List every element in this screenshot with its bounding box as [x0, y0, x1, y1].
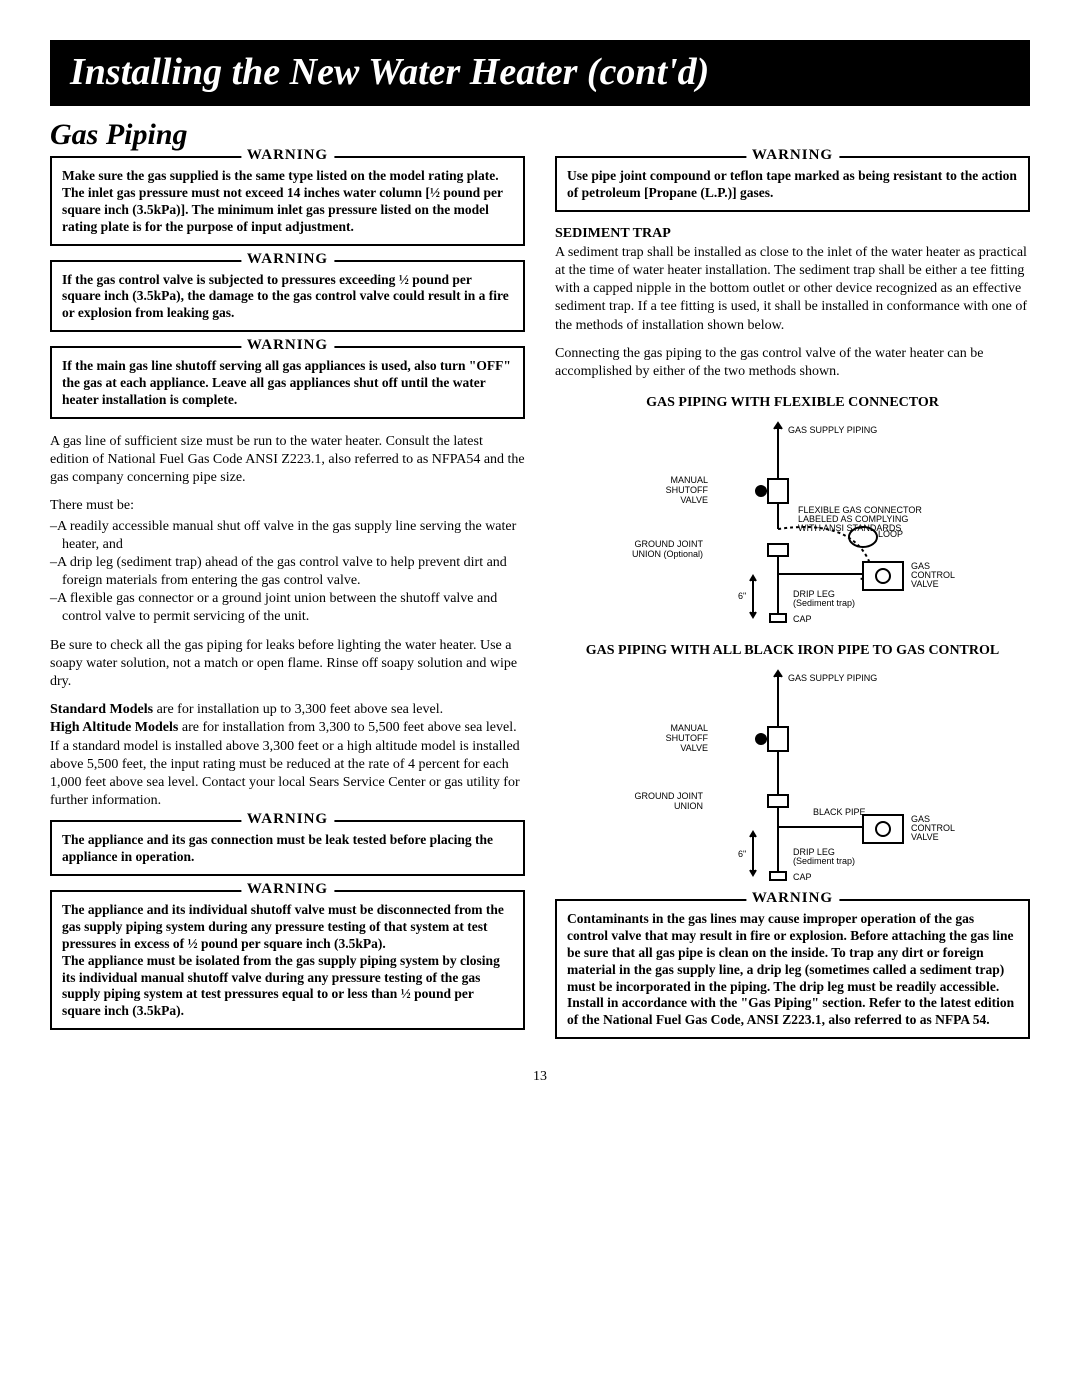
warning-label: WARNING	[241, 811, 334, 828]
left-column: WARNING Make sure the gas supplied is th…	[50, 156, 525, 1053]
label-loop: LOOP	[878, 529, 903, 539]
gas-piping-blackpipe-diagram: GAS SUPPLY PIPING MANUALSHUTOFFVALVE GRO…	[603, 667, 983, 887]
figure-title-1: GAS PIPING WITH FLEXIBLE CONNECTOR	[555, 395, 1030, 411]
two-column-layout: WARNING Make sure the gas supplied is th…	[50, 156, 1030, 1053]
figure-title-2: GAS PIPING WITH ALL BLACK IRON PIPE TO G…	[555, 643, 1030, 659]
paragraph: Connecting the gas piping to the gas con…	[555, 345, 1030, 381]
label-supply: GAS SUPPLY PIPING	[788, 673, 877, 683]
label-control: GASCONTROLVALVE	[911, 814, 955, 842]
page-banner: Installing the New Water Heater (cont'd)	[50, 40, 1030, 106]
label-black: BLACK PIPE	[813, 807, 866, 817]
warning-label: WARNING	[746, 890, 839, 907]
list-item: –A readily accessible manual shut off va…	[50, 518, 525, 554]
page-number: 13	[50, 1069, 1030, 1085]
warning-text: The appliance and its gas connection mus…	[52, 822, 523, 874]
paragraph: There must be:	[50, 497, 525, 515]
label-six: 6"	[738, 849, 746, 859]
subheading: SEDIMENT TRAP	[555, 226, 1030, 242]
bold-run: High Altitude Models	[50, 720, 178, 735]
warning-text: Use pipe joint compound or teflon tape m…	[557, 158, 1028, 210]
warning-box-r1: WARNING Use pipe joint compound or teflo…	[555, 156, 1030, 212]
text-run: are for installation up to 3,300 feet ab…	[153, 702, 443, 717]
warning-box-4: WARNING The appliance and its gas connec…	[50, 820, 525, 876]
paragraph: If a standard model is installed above 3…	[50, 738, 525, 811]
warning-box-5: WARNING The appliance and its individual…	[50, 890, 525, 1030]
label-supply: GAS SUPPLY PIPING	[788, 425, 877, 435]
text-run: are for installation from 3,300 to 5,500…	[178, 720, 516, 735]
warning-text: If the main gas line shutoff serving all…	[52, 348, 523, 417]
paragraph: A gas line of sufficient size must be ru…	[50, 433, 525, 488]
label-drip: DRIP LEG(Sediment trap)	[793, 589, 855, 608]
label-shutoff: MANUALSHUTOFFVALVE	[665, 475, 708, 505]
warning-box-r2: WARNING Contaminants in the gas lines ma…	[555, 899, 1030, 1039]
warning-label: WARNING	[241, 881, 334, 898]
warning-label: WARNING	[746, 147, 839, 164]
list-item: –A flexible gas connector or a ground jo…	[50, 590, 525, 626]
label-shutoff: MANUALSHUTOFFVALVE	[665, 723, 708, 753]
paragraph: High Altitude Models are for installatio…	[50, 719, 525, 737]
label-control: GASCONTROLVALVE	[911, 561, 955, 589]
label-cap: CAP	[793, 872, 812, 882]
requirements-list: –A readily accessible manual shut off va…	[50, 518, 525, 627]
warning-text: Contaminants in the gas lines may cause …	[557, 901, 1028, 1037]
paragraph: Standard Models are for installation up …	[50, 701, 525, 719]
warning-text: Make sure the gas supplied is the same t…	[52, 158, 523, 244]
warning-label: WARNING	[241, 251, 334, 268]
warning-label: WARNING	[241, 147, 334, 164]
label-union-opt: GROUND JOINTUNION (Optional)	[631, 539, 703, 559]
warning-text: The appliance and its individual shutoff…	[52, 892, 523, 1028]
gas-piping-flexible-diagram: GAS SUPPLY PIPING MANUALSHUTOFFVALVE FLE…	[603, 419, 983, 629]
warning-box-1: WARNING Make sure the gas supplied is th…	[50, 156, 525, 246]
label-six: 6"	[738, 591, 746, 601]
paragraph: Be sure to check all the gas piping for …	[50, 637, 525, 692]
warning-box-2: WARNING If the gas control valve is subj…	[50, 260, 525, 333]
label-flex: FLEXIBLE GAS CONNECTORLABELED AS COMPLYI…	[798, 505, 922, 533]
bold-run: Standard Models	[50, 702, 153, 717]
warning-box-3: WARNING If the main gas line shutoff ser…	[50, 346, 525, 419]
warning-label: WARNING	[241, 337, 334, 354]
section-title: Gas Piping	[50, 118, 1030, 152]
label-union: GROUND JOINTUNION	[634, 791, 703, 811]
label-cap: CAP	[793, 614, 812, 624]
warning-text: If the gas control valve is subjected to…	[52, 262, 523, 331]
paragraph: A sediment trap shall be installed as cl…	[555, 244, 1030, 335]
list-item: –A drip leg (sediment trap) ahead of the…	[50, 554, 525, 590]
right-column: WARNING Use pipe joint compound or teflo…	[555, 156, 1030, 1053]
label-drip: DRIP LEG(Sediment trap)	[793, 847, 855, 866]
